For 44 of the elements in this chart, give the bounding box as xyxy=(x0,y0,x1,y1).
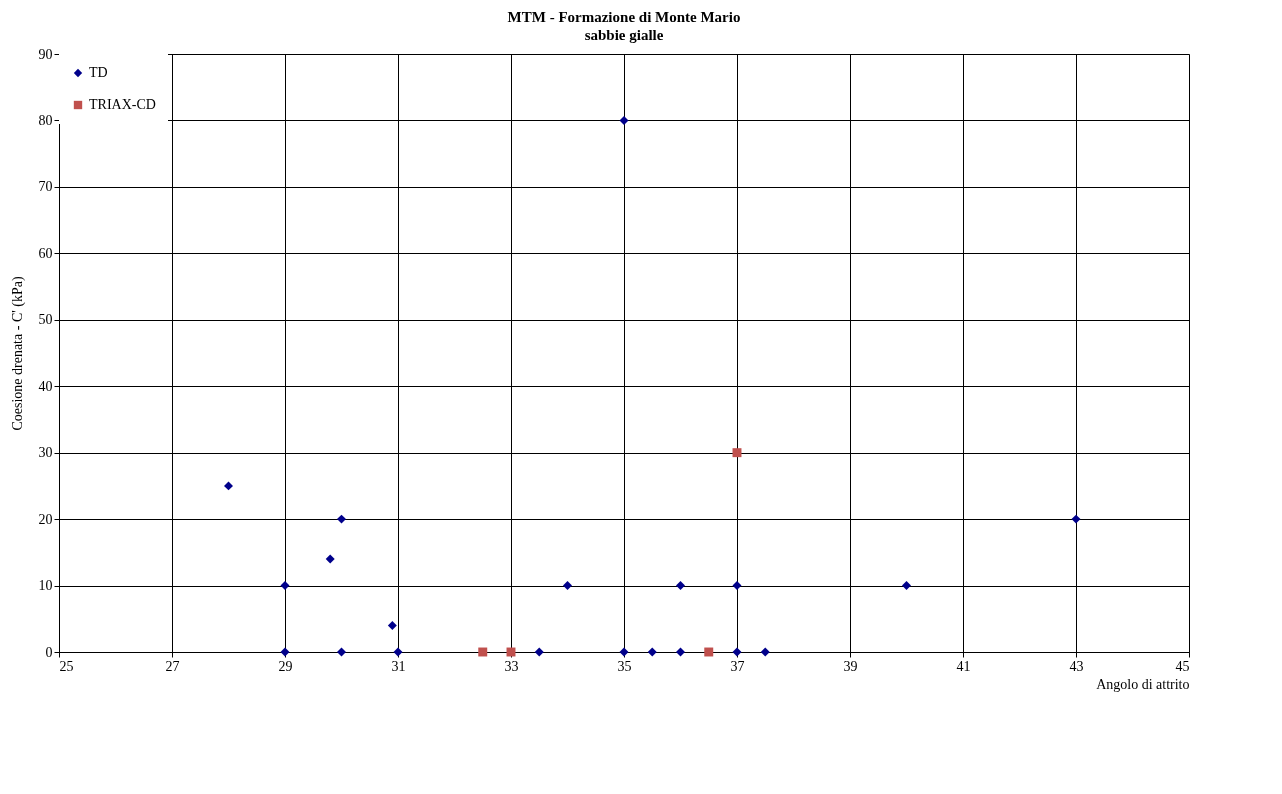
point xyxy=(760,647,770,657)
y-tick-label: 60 xyxy=(38,245,53,261)
point xyxy=(534,647,544,657)
y-tick-label: 90 xyxy=(38,46,53,62)
x-tick-label: 31 xyxy=(391,658,406,674)
point xyxy=(676,581,685,591)
point xyxy=(325,554,335,564)
y-axis-title: Coesione drenata - C' (kPa) xyxy=(9,276,26,431)
y-tick-label: 0 xyxy=(45,644,53,660)
legend-label: TD xyxy=(89,65,108,80)
x-tick-label: 29 xyxy=(278,658,293,674)
x-tick-label: 33 xyxy=(504,658,519,674)
point xyxy=(1071,514,1081,524)
x-tick-label: 43 xyxy=(1069,658,1084,674)
x-tick-label: 37 xyxy=(730,658,745,674)
x-axis-title: Angolo di attrito xyxy=(1096,676,1190,692)
y-tick-label: 80 xyxy=(38,112,53,128)
point xyxy=(732,448,742,458)
x-tick-label: 27 xyxy=(165,658,180,674)
y-tick-label: 10 xyxy=(38,578,53,594)
y-tick-label: 20 xyxy=(38,511,53,527)
x-tick-label: 25 xyxy=(59,658,74,674)
x-tick-label: 45 xyxy=(1175,658,1190,674)
point xyxy=(387,620,397,630)
y-tick-label: 50 xyxy=(38,312,53,328)
point xyxy=(224,481,233,491)
point xyxy=(902,581,911,591)
point xyxy=(619,115,629,125)
point xyxy=(732,581,742,591)
chart-title: MTM - Formazione di Monte Mario xyxy=(507,9,741,25)
y-tick-label: 40 xyxy=(38,378,53,394)
y-tick-label: 30 xyxy=(38,445,53,461)
point xyxy=(704,647,714,657)
x-tick-label: 41 xyxy=(956,658,971,674)
point xyxy=(337,514,346,524)
chart-subtitle: sabbie gialle xyxy=(584,27,664,43)
point xyxy=(478,647,488,657)
x-tick-label: 39 xyxy=(843,658,858,674)
point xyxy=(280,581,290,591)
point xyxy=(647,647,657,657)
y-tick-label: 70 xyxy=(38,179,53,195)
point xyxy=(563,581,572,591)
x-tick-label: 35 xyxy=(617,658,632,674)
legend-label: TRIAX-CD xyxy=(89,97,156,112)
